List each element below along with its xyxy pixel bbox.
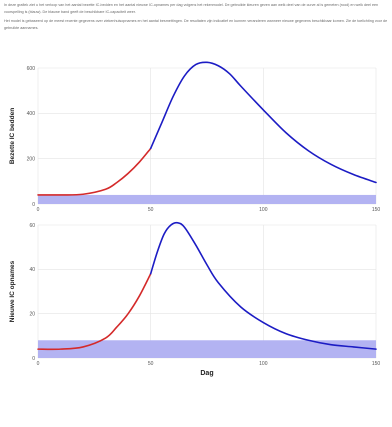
intro-paragraph-1: In deze grafiek ziet u het verloop van h… bbox=[4, 3, 379, 14]
forecast-series-line bbox=[149, 61, 377, 184]
x-tick-label: 150 bbox=[372, 361, 381, 367]
intro-text: In deze grafiek ziet u het verloop van h… bbox=[4, 2, 388, 34]
ic-beds-chart: 0501001500200400600DagBezette IC bedden bbox=[9, 61, 381, 213]
x-tick-label: 50 bbox=[148, 207, 154, 213]
y-axis-title: Bezette IC bedden bbox=[9, 108, 16, 164]
x-tick-label: 0 bbox=[37, 207, 40, 213]
capacity-band bbox=[38, 340, 376, 358]
intro-paragraph-2: Het model is gebaseerd op de meest recen… bbox=[4, 19, 388, 30]
forecast-series-line bbox=[149, 221, 377, 350]
x-tick-label: 100 bbox=[259, 361, 268, 367]
y-tick-label: 20 bbox=[29, 311, 35, 317]
y-tick-label: 40 bbox=[29, 267, 35, 273]
x-tick-label: 100 bbox=[259, 207, 268, 213]
y-tick-label: 400 bbox=[27, 111, 36, 117]
y-tick-label: 0 bbox=[32, 202, 35, 208]
observed-series-line bbox=[37, 147, 152, 196]
y-axis-title: Nieuwe IC opnames bbox=[9, 260, 16, 322]
x-tick-label: 50 bbox=[148, 361, 154, 367]
capacity-band bbox=[38, 194, 376, 204]
y-tick-label: 200 bbox=[27, 156, 36, 162]
y-tick-label: 600 bbox=[27, 66, 36, 72]
ic-admissions-chart: 0 50 100 150 0 20 40 60 Dag Nieuwe IC opnames bbox=[9, 221, 381, 377]
x-tick-label: 150 bbox=[372, 207, 381, 213]
y-tick-label: 0 bbox=[32, 356, 35, 362]
y-tick-label: 60 bbox=[29, 223, 35, 229]
x-tick-label: 0 bbox=[37, 361, 40, 367]
observed-series-line bbox=[37, 272, 152, 351]
x-axis-title: Dag bbox=[200, 370, 213, 377]
